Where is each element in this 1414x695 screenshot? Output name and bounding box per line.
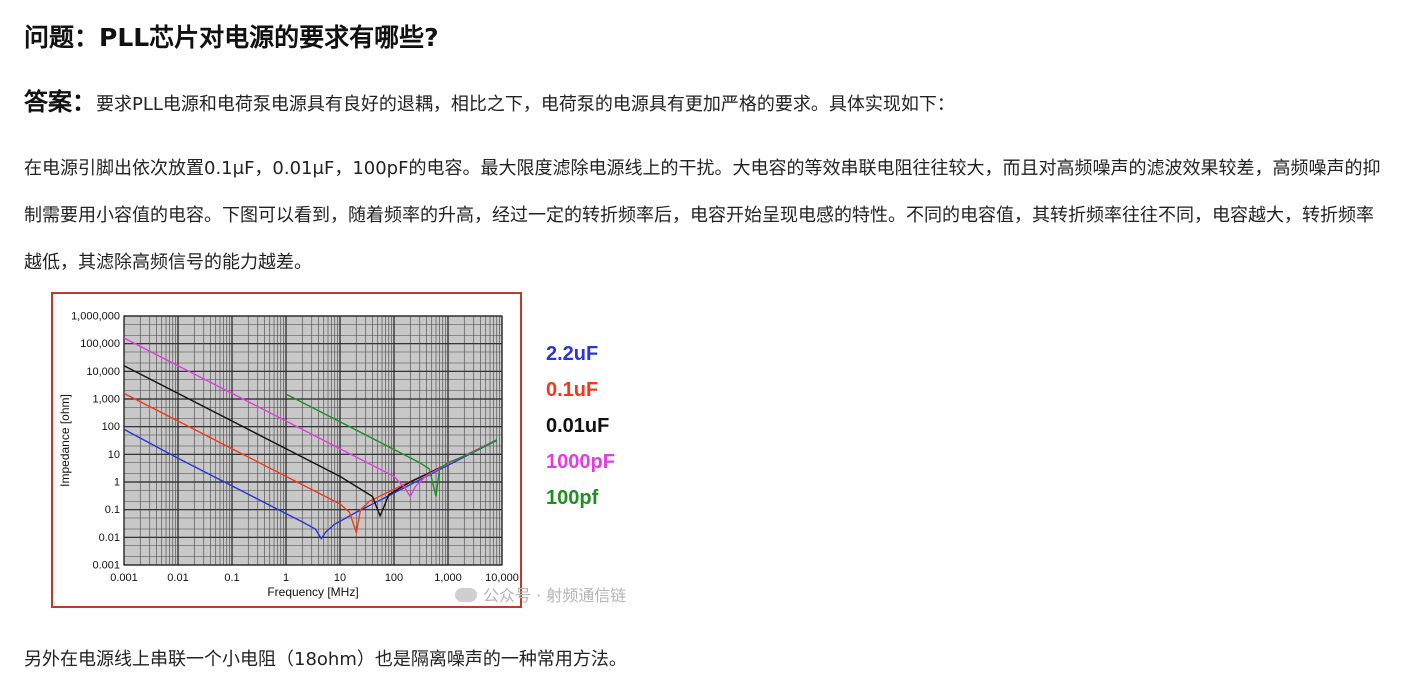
series-line-100pf	[285, 393, 498, 497]
x-tick-label: 0.01	[167, 572, 188, 584]
y-tick-label: 10,000	[86, 366, 120, 378]
legend-item-0-01uf: 0.01uF	[546, 415, 610, 437]
answer-line: 答案：要求PLL电源和电荷泵电源具有良好的退耦，相比之下，电荷泵的电源具有更加严…	[24, 82, 955, 117]
answer-text: 要求PLL电源和电荷泵电源具有良好的退耦，相比之下，电荷泵的电源具有更加严格的要…	[96, 94, 955, 115]
x-tick-label: 10,000	[485, 572, 519, 584]
legend-item-0-1uf: 0.1uF	[546, 379, 599, 401]
x-tick-label: 0.1	[224, 572, 239, 584]
x-tick-label: 0.001	[110, 572, 138, 584]
y-tick-label: 0.1	[105, 504, 120, 516]
series-line-2-2uf	[123, 428, 498, 540]
body-paragraph: 在电源引脚出依次放置0.1μF，0.01μF，100pF的电容。最大限度滤除电源…	[24, 158, 1381, 273]
x-tick-label: 100	[385, 572, 403, 584]
y-tick-label: 100,000	[80, 338, 120, 350]
x-axis-label: Frequency [MHz]	[267, 585, 358, 599]
x-tick-label: 10	[334, 572, 346, 584]
watermark: 公众号 · 射频通信链	[455, 582, 626, 606]
y-tick-label: 0.01	[99, 532, 120, 544]
plot-area	[123, 315, 503, 566]
y-tick-label: 1,000	[92, 394, 120, 406]
legend-item-2-2uf: 2.2uF	[546, 343, 599, 365]
footer-text: 另外在电源线上串联一个小电阻（18ohm）也是隔离噪声的一种常用方法。	[24, 649, 627, 670]
y-tick-label: 100	[102, 421, 120, 433]
y-axis-label: Impedance [ohm]	[58, 394, 72, 487]
watermark-text: 公众号 · 射频通信链	[483, 586, 627, 605]
impedance-chart: 0.001 0.01 0.1 1 10 100 1,000 10,000 100,000 1,00…	[58, 311, 519, 600]
y-tick-label: 1	[114, 477, 120, 489]
chart-legend: 2.2uF 0.1uF 0.01uF 1000pF 100pf	[546, 336, 615, 516]
x-tick-label: 1	[283, 572, 289, 584]
wechat-icon	[455, 588, 477, 602]
series-line-0-01uf	[123, 365, 498, 518]
y-tick-label: 10	[108, 449, 120, 461]
y-tick-label: 0.001	[92, 560, 120, 572]
x-tick-label: 1,000	[434, 572, 462, 584]
answer-label: 答案：	[24, 88, 96, 116]
question-title: 问题：PLL芯片对电源的要求有哪些?	[24, 23, 439, 52]
impedance-chart-figure: 0.001 0.01 0.1 1 10 100 1,000 10,000 100,000 1,00…	[51, 292, 522, 608]
legend-item-1000pf: 1000pF	[546, 451, 615, 473]
legend-item-100pf: 100pf	[546, 487, 599, 509]
y-tick-label: 1,000,000	[71, 311, 120, 323]
